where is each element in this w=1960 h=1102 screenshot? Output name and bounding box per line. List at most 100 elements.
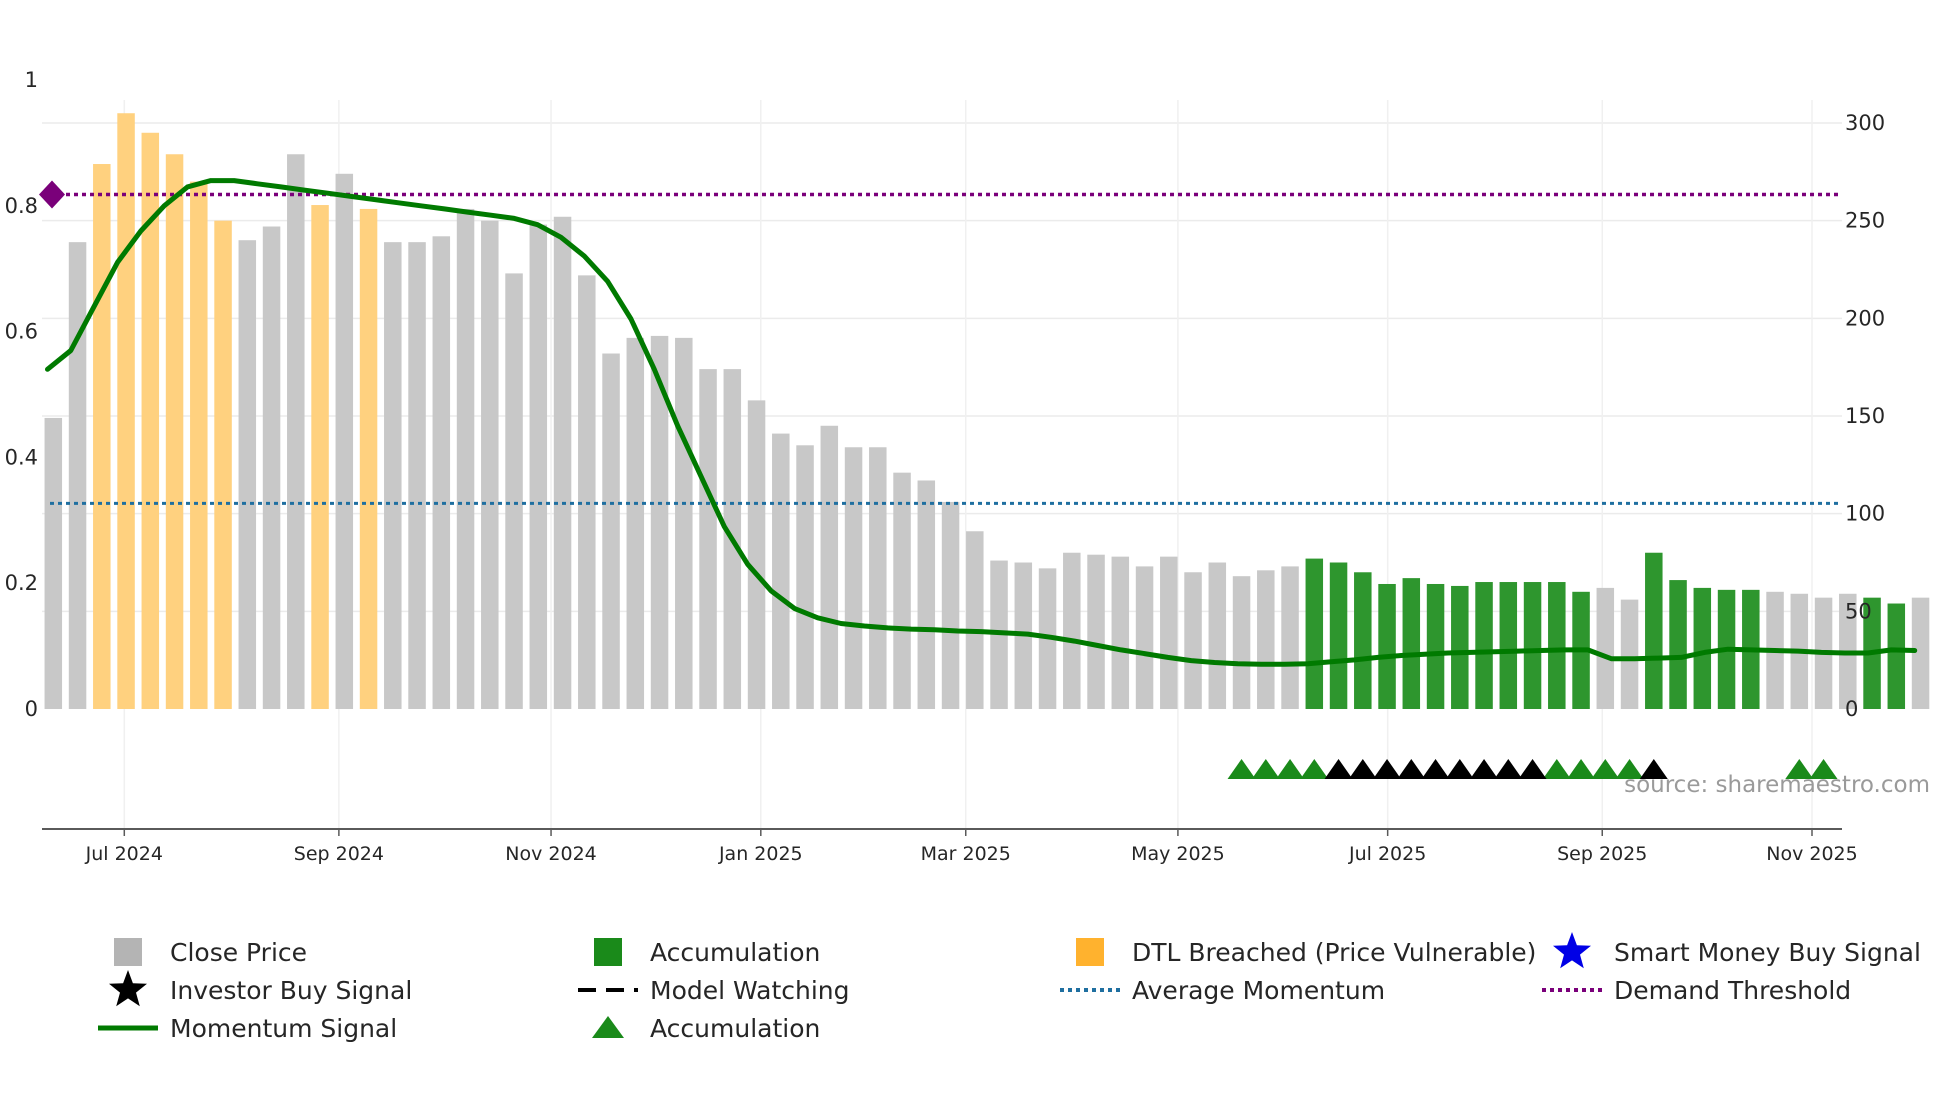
bar-7 bbox=[214, 220, 232, 709]
x-tick-label: Sep 2024 bbox=[294, 843, 384, 865]
legend-star-icon bbox=[1553, 932, 1591, 969]
x-tick-label: Jul 2025 bbox=[1348, 843, 1426, 865]
bar-35 bbox=[893, 472, 911, 709]
bar-54 bbox=[1354, 572, 1372, 709]
bar-6 bbox=[190, 181, 208, 710]
legend-label: Model Watching bbox=[650, 976, 850, 1005]
bar-29 bbox=[747, 400, 766, 709]
bar-44 bbox=[1111, 556, 1130, 709]
bar-0 bbox=[44, 417, 63, 709]
bar-18 bbox=[481, 220, 499, 709]
left-tick-label: 0.8 bbox=[5, 194, 38, 218]
bar-57 bbox=[1426, 583, 1445, 709]
bar-47 bbox=[1184, 572, 1202, 709]
left-tick-label: 0.2 bbox=[5, 571, 38, 595]
bar-12 bbox=[335, 173, 354, 709]
bar-49 bbox=[1232, 576, 1251, 709]
bar-5 bbox=[165, 154, 184, 710]
bar-65 bbox=[1620, 599, 1639, 709]
legend-label: Smart Money Buy Signal bbox=[1614, 938, 1921, 967]
legend-item: Model Watching bbox=[578, 976, 850, 1005]
legend-label: Close Price bbox=[170, 938, 307, 967]
bar-38 bbox=[966, 531, 984, 709]
watching-marker-56 bbox=[1397, 759, 1426, 779]
bar-19 bbox=[505, 273, 523, 709]
bar-77 bbox=[1911, 597, 1930, 709]
watching-marker-61 bbox=[1518, 759, 1547, 779]
bar-68 bbox=[1693, 587, 1712, 709]
bar-58 bbox=[1451, 585, 1469, 709]
bar-48 bbox=[1208, 562, 1227, 709]
bar-14 bbox=[384, 242, 402, 710]
bar-23 bbox=[602, 353, 620, 709]
right-tick-label: 200 bbox=[1845, 306, 1885, 330]
legend-item: Accumulation bbox=[592, 1014, 820, 1043]
watching-marker-54 bbox=[1348, 759, 1377, 779]
left-tick-label: 0.6 bbox=[5, 320, 38, 344]
bar-27 bbox=[699, 369, 717, 709]
bar-53 bbox=[1329, 562, 1348, 709]
bar-55 bbox=[1378, 583, 1396, 709]
bar-11 bbox=[311, 205, 329, 710]
x-tick-label: May 2025 bbox=[1131, 843, 1225, 865]
bar-34 bbox=[869, 447, 887, 709]
bar-22 bbox=[578, 275, 596, 709]
axes: Jul 2024 Sep 2024 Nov 2024 Jan 2025 Mar 2025… bbox=[5, 68, 1886, 865]
x-tick-label: Jul 2024 bbox=[85, 843, 163, 865]
legend-label: Investor Buy Signal bbox=[170, 976, 412, 1005]
right-tick-label: 50 bbox=[1845, 599, 1872, 623]
watching-marker-53 bbox=[1324, 759, 1353, 779]
legend-item: Smart Money Buy Signal bbox=[1553, 932, 1921, 969]
signal-markers bbox=[39, 180, 1838, 779]
legend-star-icon bbox=[109, 970, 147, 1007]
legend-label: DTL Breached (Price Vulnerable) bbox=[1132, 938, 1536, 967]
watching-marker-57 bbox=[1421, 759, 1450, 779]
left-tick-label: 1 bbox=[25, 68, 38, 92]
bar-52 bbox=[1305, 558, 1324, 709]
bar-3 bbox=[117, 113, 135, 709]
accumulation-marker-49 bbox=[1227, 759, 1256, 779]
x-tick-label: Sep 2025 bbox=[1557, 843, 1647, 865]
bar-24 bbox=[626, 337, 645, 709]
bar-33 bbox=[844, 447, 863, 709]
bar-20 bbox=[529, 224, 548, 709]
bar-13 bbox=[359, 208, 378, 710]
legend-swatch bbox=[594, 938, 622, 966]
bar-37 bbox=[941, 501, 960, 709]
bar-64 bbox=[1596, 587, 1615, 709]
bar-1 bbox=[68, 242, 87, 710]
bar-56 bbox=[1402, 578, 1421, 709]
signal-lines bbox=[45, 178, 1918, 667]
right-tick-label: 150 bbox=[1845, 404, 1885, 428]
x-tick-label: Nov 2024 bbox=[505, 843, 596, 865]
bar-26 bbox=[675, 337, 693, 709]
bar-4 bbox=[141, 132, 160, 709]
legend-item: Accumulation bbox=[594, 938, 820, 967]
legend-label: Average Momentum bbox=[1132, 976, 1385, 1005]
legend-label: Demand Threshold bbox=[1614, 976, 1851, 1005]
bar-50 bbox=[1257, 570, 1275, 709]
right-tick-label: 300 bbox=[1845, 111, 1885, 135]
accumulation-marker-50 bbox=[1251, 759, 1280, 779]
bar-42 bbox=[1063, 552, 1081, 709]
bar-59 bbox=[1475, 582, 1493, 709]
watching-marker-59 bbox=[1470, 759, 1499, 779]
legend-item: Average Momentum bbox=[1060, 976, 1385, 1005]
legend-label: Momentum Signal bbox=[170, 1014, 397, 1043]
bar-43 bbox=[1087, 554, 1105, 709]
source-note: source: sharemaestro.com bbox=[1624, 772, 1930, 798]
watching-marker-55 bbox=[1373, 759, 1402, 779]
legend-item: Demand Threshold bbox=[1542, 976, 1851, 1005]
accumulation-marker-52 bbox=[1300, 759, 1329, 779]
legend-swatch bbox=[114, 938, 142, 966]
bar-31 bbox=[796, 445, 814, 709]
bar-25 bbox=[650, 335, 669, 709]
legend-item: Momentum Signal bbox=[98, 1014, 397, 1043]
left-tick-label: 0.4 bbox=[5, 445, 38, 469]
bar-36 bbox=[917, 480, 936, 709]
bar-2 bbox=[93, 164, 111, 709]
bar-60 bbox=[1499, 582, 1518, 709]
bar-10 bbox=[287, 154, 305, 710]
demand-threshold-marker bbox=[39, 180, 65, 209]
